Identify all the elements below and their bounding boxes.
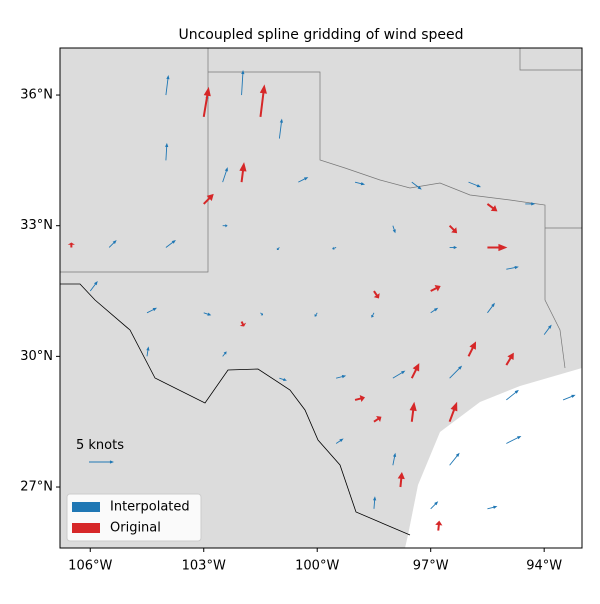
wind-arrow [392,225,396,234]
wind-arrow [397,472,405,488]
wind-arrow [543,324,552,335]
x-tick-label: 97°W [413,559,449,574]
wind-arrow [222,351,227,357]
key-label: 5 knots [76,438,124,453]
wind-arrow [487,243,508,252]
wind-arrow [165,239,176,248]
wind-arrow [562,394,576,401]
wind-arrow [354,181,366,186]
y-tick-label: 27°N [20,480,53,495]
wind-arrow [435,520,443,531]
wind-arrow [409,401,417,422]
wind-arrow [449,365,463,379]
wind-arrow [487,505,498,510]
wind-arrow [276,247,280,250]
key-arrow [89,460,114,464]
wind-arrow [487,302,495,314]
wind-arrow [260,312,263,316]
legend-swatch [72,502,100,512]
x-tick-label: 103°W [182,559,226,574]
x-tick-label: 106°W [68,559,112,574]
wind-arrow [373,290,380,299]
wind-arrow [146,346,150,357]
wind-arrow [239,321,247,327]
y-tick-label: 36°N [20,88,53,103]
wind-arrow [371,312,375,318]
wind-arrow [314,312,318,317]
x-tick-label: 100°W [295,559,339,574]
axes-frame [59,47,583,549]
wind-arrow [525,202,536,206]
wind-arrow [373,496,377,509]
wind-arrow [448,224,458,234]
wind-arrow [239,162,247,183]
legend-label: Original [110,521,161,536]
wind-arrow [165,75,170,96]
wind-arrow [278,118,283,139]
wind-arrow [467,341,477,357]
wind-arrow [449,452,460,466]
wind-arrow [146,307,157,314]
wind-arrow [354,395,366,403]
wind-arrow [373,415,382,423]
y-tick-label: 30°N [20,349,53,364]
wind-arrow [411,181,422,190]
wind-arrow [108,239,117,248]
wind-arrow [430,501,439,510]
legend-label: Interpolated [110,500,190,515]
wind-arrow [449,245,458,250]
wind-arrow [298,177,309,183]
wind-arrow [506,435,522,444]
wind-arrow [222,224,228,228]
wind-arrow [506,265,519,270]
wind-arrow [448,401,458,423]
legend-swatch [72,523,100,533]
y-tick-label: 33°N [20,218,53,233]
wind-arrow [332,246,337,250]
wind-arrow [430,285,441,292]
wind-arrow [202,86,211,117]
wind-arrow [392,452,397,466]
x-tick-label: 94°W [526,559,562,574]
chart-title: Uncoupled spline gridding of wind speed [178,27,463,43]
wind-arrow [165,142,169,161]
legend-box [66,493,202,542]
wind-arrow [336,375,347,379]
wind-arrow [335,438,344,444]
wind-arrow [222,167,228,183]
wind-arrow [410,363,420,379]
borders [60,48,582,536]
wind-arrow [203,193,214,205]
vector-field [67,70,576,531]
ocean [405,368,582,548]
wind-arrow [203,312,212,316]
wind-arrow [468,181,482,188]
wind-arrow [505,352,514,366]
wind-arrow [67,242,75,248]
wind-arrow [241,70,245,96]
wind-arrow [279,377,287,382]
wind-arrow [89,281,98,292]
wind-arrow [392,370,406,379]
wind-arrow [259,84,267,117]
wind-arrow [506,389,519,401]
wind-arrow [430,307,439,314]
wind-arrow [486,203,498,212]
